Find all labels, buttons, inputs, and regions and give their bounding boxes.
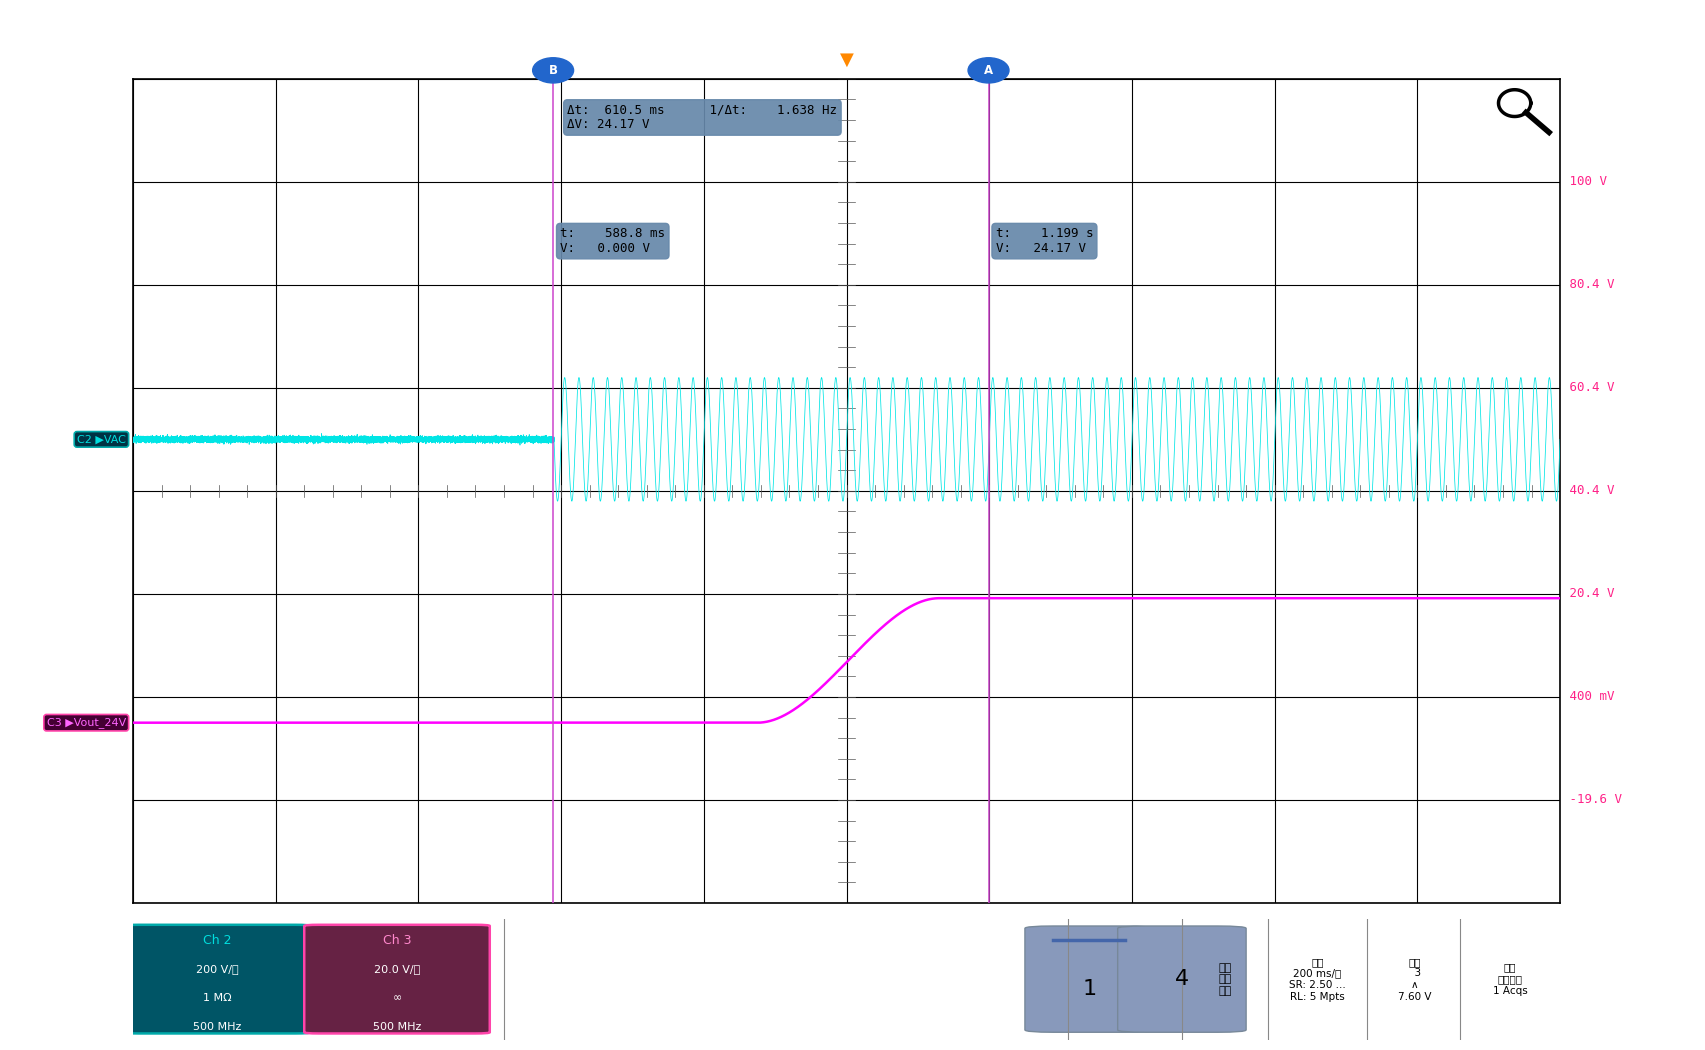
Text: t:    1.199 s
V:   24.17 V: t: 1.199 s V: 24.17 V xyxy=(996,227,1093,255)
FancyBboxPatch shape xyxy=(124,925,310,1033)
Text: 500 MHz: 500 MHz xyxy=(373,1023,421,1032)
Text: 采集
高分辨率
1 Acqs: 采集 高分辨率 1 Acqs xyxy=(1494,963,1528,995)
Text: C3 ▶Vout_24V: C3 ▶Vout_24V xyxy=(46,717,126,728)
Text: 500 MHz: 500 MHz xyxy=(193,1023,242,1032)
Text: 40.4 V: 40.4 V xyxy=(1562,484,1615,498)
Text: t:    588.8 ms
V:   0.000 V: t: 588.8 ms V: 0.000 V xyxy=(561,227,665,255)
FancyBboxPatch shape xyxy=(303,925,489,1033)
Text: A: A xyxy=(984,64,992,77)
Text: 水平
200 ms/格
SR: 2.50 ...
RL: 5 Mpts: 水平 200 ms/格 SR: 2.50 ... RL: 5 Mpts xyxy=(1289,957,1345,1002)
Text: 4: 4 xyxy=(1175,969,1188,989)
Text: B: B xyxy=(549,64,558,77)
Text: 400 mV: 400 mV xyxy=(1562,691,1615,704)
Text: -19.6 V: -19.6 V xyxy=(1562,794,1621,806)
Text: 20.0 V/格: 20.0 V/格 xyxy=(373,965,419,974)
FancyBboxPatch shape xyxy=(1025,926,1153,1032)
Text: 1 MΩ: 1 MΩ xyxy=(203,993,232,1004)
Text: 触发
  3
∧
7.60 V: 触发 3 ∧ 7.60 V xyxy=(1398,957,1430,1002)
FancyBboxPatch shape xyxy=(1118,926,1246,1032)
Text: 20.4 V: 20.4 V xyxy=(1562,587,1615,601)
Text: 200 V/格: 200 V/格 xyxy=(196,965,239,974)
Text: ▼: ▼ xyxy=(839,50,854,69)
Polygon shape xyxy=(1499,89,1531,117)
Text: 80.4 V: 80.4 V xyxy=(1562,278,1615,291)
Text: 数学
参考
总线: 数学 参考 总线 xyxy=(1217,963,1231,995)
Text: ∞: ∞ xyxy=(392,993,402,1004)
Text: Δt:  610.5 ms      1/Δt:    1.638 Hz
ΔV: 24.17 V: Δt: 610.5 ms 1/Δt: 1.638 Hz ΔV: 24.17 V xyxy=(568,104,837,131)
Text: 1: 1 xyxy=(1083,979,1096,999)
Text: Ch 3: Ch 3 xyxy=(382,934,411,947)
Text: C2 ▶VAC: C2 ▶VAC xyxy=(77,435,126,444)
Text: 60.4 V: 60.4 V xyxy=(1562,381,1615,395)
Text: Ch 2: Ch 2 xyxy=(203,934,232,947)
Text: 100 V: 100 V xyxy=(1562,175,1606,188)
